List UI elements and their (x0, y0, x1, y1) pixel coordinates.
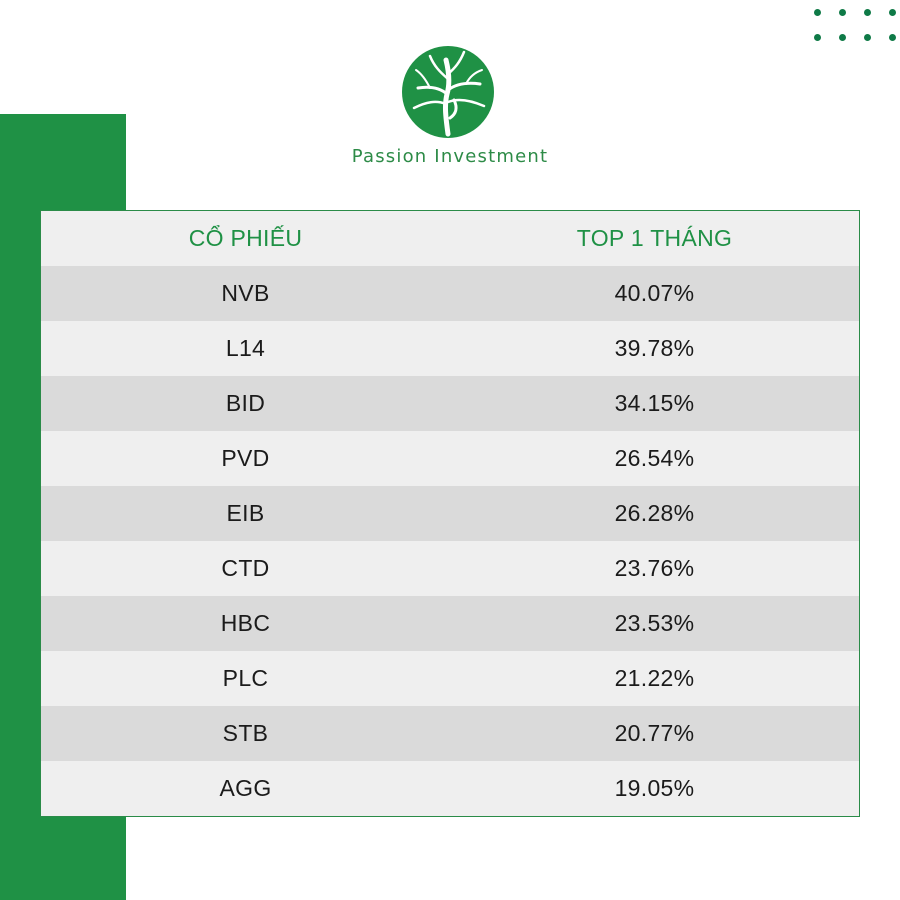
ticker-cell: STB (222, 720, 269, 746)
table-row: BID 34.15% (41, 376, 859, 431)
table-row: L14 39.78% (41, 321, 859, 376)
dot (814, 34, 821, 41)
table-row: AGG 19.05% (41, 761, 859, 816)
ticker-cell: AGG (219, 775, 272, 801)
ticker-cell: BID (225, 390, 266, 416)
change-cell: 20.77% (614, 720, 695, 746)
change-cell: 26.54% (614, 445, 695, 471)
dot (839, 34, 846, 41)
brand-name: Passion Investment (351, 146, 549, 167)
table-row: NVB 40.07% (41, 266, 859, 321)
top-stocks-table: CỔ PHIẾU TOP 1 THÁNG NVB 40.07% L14 39.7… (40, 210, 860, 817)
dot (814, 9, 821, 16)
ticker-cell: CTD (221, 555, 270, 581)
dot (864, 9, 871, 16)
ticker-cell: HBC (220, 610, 271, 636)
ticker-cell: L14 (225, 335, 266, 361)
dot (864, 34, 871, 41)
change-cell: 39.78% (614, 335, 695, 361)
table-row: HBC 23.53% (41, 596, 859, 651)
ticker-cell: EIB (226, 500, 265, 526)
ticker-cell: NVB (221, 280, 270, 306)
change-cell: 26.28% (614, 500, 695, 526)
table-row: STB 20.77% (41, 706, 859, 761)
change-cell: 40.07% (614, 280, 695, 306)
tree-logo-icon (402, 46, 494, 138)
dot (889, 34, 896, 41)
dot (889, 9, 896, 16)
ticker-cell: PVD (221, 445, 270, 471)
table-row: CTD 23.76% (41, 541, 859, 596)
dot (839, 9, 846, 16)
change-cell: 23.76% (614, 555, 695, 581)
change-cell: 21.22% (614, 665, 695, 691)
change-cell: 23.53% (614, 610, 695, 636)
table-header-row: CỔ PHIẾU TOP 1 THÁNG (41, 211, 859, 266)
ticker-cell: PLC (222, 665, 269, 691)
table-row: EIB 26.28% (41, 486, 859, 541)
table-row: PLC 21.22% (41, 651, 859, 706)
header-top-1-month: TOP 1 THÁNG (576, 225, 733, 251)
dot-grid-icon (812, 6, 900, 46)
change-cell: 34.15% (614, 390, 695, 416)
table-row: PVD 26.54% (41, 431, 859, 486)
change-cell: 19.05% (614, 775, 695, 801)
header-stock: CỔ PHIẾU (188, 225, 303, 251)
